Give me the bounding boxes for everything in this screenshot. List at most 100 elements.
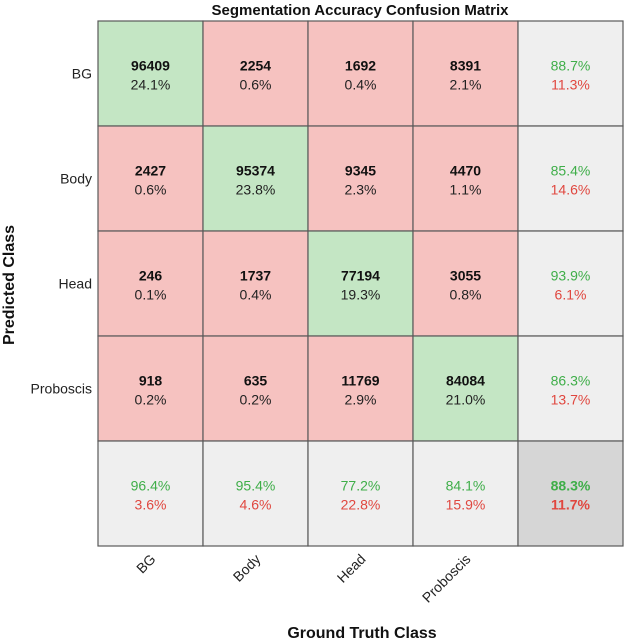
col-summary-cell-rect xyxy=(412,440,519,547)
col-summary-incorrect: 22.8% xyxy=(341,497,381,513)
matrix-cell-rect xyxy=(202,335,309,442)
col-summary-incorrect: 3.6% xyxy=(135,497,167,513)
cell-percent: 2.3% xyxy=(345,182,377,198)
col-summary-cell: 95.4% 4.6% xyxy=(202,440,309,547)
col-summary-cell-rect xyxy=(97,440,204,547)
cell-count: 77194 xyxy=(341,268,380,284)
col-summary-cell: 77.2% 22.8% xyxy=(307,440,414,547)
cell-count: 635 xyxy=(244,373,268,389)
matrix-cell-rect xyxy=(97,125,204,232)
row-summary-cell: 93.9% 6.1% xyxy=(517,230,624,337)
overall-incorrect: 11.7% xyxy=(551,497,590,513)
cell-count: 1692 xyxy=(345,58,376,74)
cell-count: 2427 xyxy=(135,163,166,179)
cell-percent: 2.9% xyxy=(345,392,377,408)
row-summary-correct: 85.4% xyxy=(551,163,591,179)
row-summary-correct: 86.3% xyxy=(551,373,591,389)
matrix-cell: 11769 2.9% xyxy=(307,335,414,442)
cell-percent: 0.6% xyxy=(135,182,167,198)
matrix-cell-rect xyxy=(307,230,414,337)
cell-count: 3055 xyxy=(450,268,481,284)
cell-percent: 0.2% xyxy=(240,392,272,408)
row-summary-incorrect: 13.7% xyxy=(551,392,591,408)
matrix-cell: 1737 0.4% xyxy=(202,230,309,337)
cell-percent: 21.0% xyxy=(446,392,486,408)
cell-count: 9345 xyxy=(345,163,376,179)
x-tick-label: Body xyxy=(230,551,264,585)
overall-accuracy-cell: 88.3% 11.7% xyxy=(517,440,624,547)
col-summary-cell: 96.4% 3.6% xyxy=(97,440,204,547)
cell-count: 4470 xyxy=(450,163,481,179)
matrix-cell-rect xyxy=(97,335,204,442)
matrix-cell-rect xyxy=(412,335,519,442)
overall-correct: 88.3% xyxy=(551,478,591,494)
row-summary-incorrect: 6.1% xyxy=(555,287,587,303)
cell-count: 11769 xyxy=(341,373,379,389)
row-summary-cell-rect xyxy=(517,125,624,232)
cell-count: 2254 xyxy=(240,58,271,74)
matrix-cell-rect xyxy=(412,230,519,337)
matrix-cell-rect xyxy=(307,20,414,127)
y-tick-label: Proboscis xyxy=(31,381,92,397)
col-summary-correct: 77.2% xyxy=(341,478,381,494)
cell-percent: 0.2% xyxy=(135,392,167,408)
cell-percent: 1.1% xyxy=(450,182,482,198)
row-summary-cell: 88.7% 11.3% xyxy=(517,20,624,127)
col-summary-incorrect: 15.9% xyxy=(446,497,486,513)
matrix-cell-rect xyxy=(97,230,204,337)
matrix-cell-rect xyxy=(307,335,414,442)
x-tick-label: BG xyxy=(133,551,159,577)
col-summary-correct: 84.1% xyxy=(446,478,486,494)
cell-count: 918 xyxy=(139,373,163,389)
matrix-cell: 2254 0.6% xyxy=(202,20,309,127)
matrix-cell: 4470 1.1% xyxy=(412,125,519,232)
matrix-cell-rect xyxy=(97,20,204,127)
row-summary-cell-rect xyxy=(517,335,624,442)
y-tick-label: Head xyxy=(59,276,92,292)
matrix-cell: 635 0.2% xyxy=(202,335,309,442)
matrix-cells: 96409 24.1% 2254 0.6% 1692 0.4% 8391 2.1% 2427 0.… xyxy=(97,20,624,547)
cell-percent: 0.8% xyxy=(450,287,482,303)
matrix-cell: 95374 23.8% xyxy=(202,125,309,232)
x-tick-label: Head xyxy=(334,551,369,586)
matrix-cell: 2427 0.6% xyxy=(97,125,204,232)
matrix-cell-rect xyxy=(307,125,414,232)
col-summary-correct: 95.4% xyxy=(236,478,276,494)
y-tick-label: Body xyxy=(60,171,92,187)
row-summary-cell: 86.3% 13.7% xyxy=(517,335,624,442)
matrix-cell-rect xyxy=(412,125,519,232)
matrix-cell: 246 0.1% xyxy=(97,230,204,337)
matrix-cell: 77194 19.3% xyxy=(307,230,414,337)
cell-count: 96409 xyxy=(131,58,170,74)
x-axis-title: Ground Truth Class xyxy=(287,625,436,642)
cell-percent: 0.1% xyxy=(135,287,167,303)
cell-count: 246 xyxy=(139,268,163,284)
matrix-cell: 1692 0.4% xyxy=(307,20,414,127)
matrix-cell-rect xyxy=(202,125,309,232)
cell-percent: 0.4% xyxy=(345,77,377,93)
matrix-cell: 8391 2.1% xyxy=(412,20,519,127)
ground-truth-class-tick-labels: BG Body Head Proboscis xyxy=(133,551,474,606)
row-summary-cell-rect xyxy=(517,230,624,337)
chart-title: Segmentation Accuracy Confusion Matrix xyxy=(212,2,510,19)
matrix-cell-rect xyxy=(202,230,309,337)
col-summary-correct: 96.4% xyxy=(131,478,171,494)
cell-percent: 24.1% xyxy=(131,77,171,93)
cell-percent: 0.4% xyxy=(240,287,272,303)
cell-percent: 23.8% xyxy=(236,182,276,198)
col-summary-incorrect: 4.6% xyxy=(240,497,272,513)
cell-percent: 19.3% xyxy=(341,287,381,303)
cell-percent: 0.6% xyxy=(240,77,272,93)
y-axis-title: Predicted Class xyxy=(1,225,18,345)
col-summary-cell: 84.1% 15.9% xyxy=(412,440,519,547)
matrix-cell-rect xyxy=(412,20,519,127)
matrix-cell: 84084 21.0% xyxy=(412,335,519,442)
row-summary-incorrect: 11.3% xyxy=(551,77,590,93)
x-tick-label: Proboscis xyxy=(419,551,474,606)
matrix-cell: 9345 2.3% xyxy=(307,125,414,232)
y-tick-label: BG xyxy=(72,66,92,82)
row-summary-cell-rect xyxy=(517,20,624,127)
col-summary-cell-rect xyxy=(202,440,309,547)
cell-percent: 2.1% xyxy=(450,77,482,93)
